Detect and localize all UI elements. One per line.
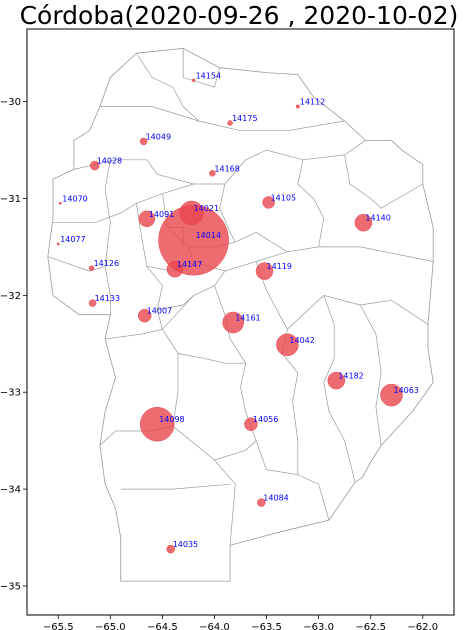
marker-label-14098: 14098	[159, 415, 184, 424]
marker-label-14154: 14154	[196, 71, 221, 80]
marker-label-14182: 14182	[338, 372, 363, 381]
case-marker-14168	[209, 170, 216, 177]
department-border	[157, 295, 194, 311]
case-marker-14070	[58, 201, 62, 205]
marker-label-14042: 14042	[289, 336, 314, 345]
y-tick-label: −30	[0, 97, 21, 108]
y-tick-label: −33	[0, 388, 21, 399]
x-tick-label: −65.5	[43, 622, 74, 630]
marker-label-14147: 14147	[177, 260, 202, 269]
y-tick-label: −32	[0, 291, 21, 302]
case-marker-14077	[56, 242, 60, 246]
case-marker-14182	[327, 371, 346, 390]
marker-label-14084: 14084	[263, 494, 288, 503]
marker-label-14133: 14133	[95, 294, 120, 303]
marker-label-14077: 14077	[60, 235, 85, 244]
department-border	[219, 183, 236, 243]
plot-frame	[26, 28, 455, 616]
case-marker-14154	[191, 78, 196, 83]
marker-label-14161: 14161	[235, 314, 260, 323]
marker-label-14119: 14119	[267, 262, 292, 271]
case-marker-14091	[138, 210, 156, 228]
marker-label-14168: 14168	[214, 164, 239, 173]
y-tick-label: −31	[0, 194, 21, 205]
marker-label-14056: 14056	[253, 415, 278, 424]
x-axis: −65.5 −65.0 −64.5 −64.0 −63.5 −63.0 −62.5 −62.0	[43, 615, 438, 630]
case-marker-14014	[158, 204, 229, 276]
x-tick-label: −63.5	[251, 622, 282, 630]
marker-label-14126: 14126	[94, 259, 119, 268]
department-border	[172, 353, 236, 546]
x-tick-label: −64.0	[199, 622, 230, 630]
case-marker-14035	[166, 544, 175, 554]
department-border	[53, 183, 194, 224]
department-border	[47, 256, 106, 272]
marker-label-14021: 14021	[194, 204, 219, 213]
department-border	[344, 154, 423, 209]
department-border	[162, 251, 288, 330]
case-marker-14028	[89, 160, 100, 171]
department-border	[182, 48, 221, 88]
case-marker-14049	[139, 137, 148, 146]
chart-title: Córdoba(2020-09-26 , 2020-10-02)	[20, 1, 459, 30]
plot-area: 14154 14112 14175 14049 14028 14168 14070 14105…	[47, 47, 434, 582]
case-marker-14147	[166, 260, 184, 278]
case-marker-14112	[295, 104, 300, 109]
department-border	[323, 295, 356, 483]
x-tick-label: −62.5	[355, 622, 386, 630]
case-marker-14105	[262, 196, 275, 209]
department-border	[359, 304, 382, 446]
department-border	[255, 261, 299, 475]
marker-label-14007: 14007	[147, 307, 172, 316]
case-markers	[56, 78, 403, 554]
case-marker-14140	[354, 213, 373, 232]
marker-label-14063: 14063	[394, 386, 419, 395]
marker-label-14049: 14049	[146, 132, 171, 141]
case-marker-14084	[257, 498, 266, 507]
y-tick-label: −35	[0, 581, 21, 592]
y-axis: −30 −31 −32 −33 −34 −35	[0, 97, 27, 592]
department-border	[105, 328, 246, 364]
x-tick-label: −64.5	[147, 622, 178, 630]
department-border	[136, 53, 200, 122]
province-outline	[47, 47, 434, 582]
department-border	[214, 440, 257, 461]
case-marker-14133	[88, 299, 97, 307]
case-marker-14126	[88, 265, 95, 271]
department-border	[297, 159, 325, 247]
marker-label-14140: 14140	[365, 214, 390, 223]
department-border	[120, 483, 231, 490]
marker-label-14105: 14105	[271, 193, 296, 202]
case-marker-14098	[139, 406, 175, 442]
marker-label-14035: 14035	[173, 540, 198, 549]
case-marker-14119	[255, 262, 274, 280]
marker-label-14091: 14091	[149, 210, 174, 219]
case-marker-14161	[222, 311, 244, 334]
x-tick-label: −62.0	[407, 622, 438, 630]
x-tick-label: −63.0	[303, 622, 334, 630]
x-tick-label: −65.0	[95, 622, 126, 630]
case-marker-14175	[227, 120, 233, 126]
case-marker-14056	[244, 417, 258, 431]
marker-label-14070: 14070	[62, 194, 87, 203]
marker-label-14175: 14175	[232, 114, 257, 123]
case-marker-14042	[276, 333, 299, 357]
department-border	[99, 106, 345, 132]
marker-label-14112: 14112	[300, 98, 325, 107]
marker-label-14028: 14028	[97, 157, 122, 166]
case-marker-14063	[380, 383, 403, 407]
y-tick-label: −34	[0, 485, 21, 496]
department-border	[287, 295, 429, 330]
department-border	[104, 159, 111, 315]
marker-labels: 14154 14112 14175 14049 14028 14168 14070 14105…	[60, 71, 419, 549]
marker-label-14014: 14014	[196, 231, 221, 240]
case-marker-14007	[137, 308, 152, 323]
department-border	[136, 203, 163, 330]
